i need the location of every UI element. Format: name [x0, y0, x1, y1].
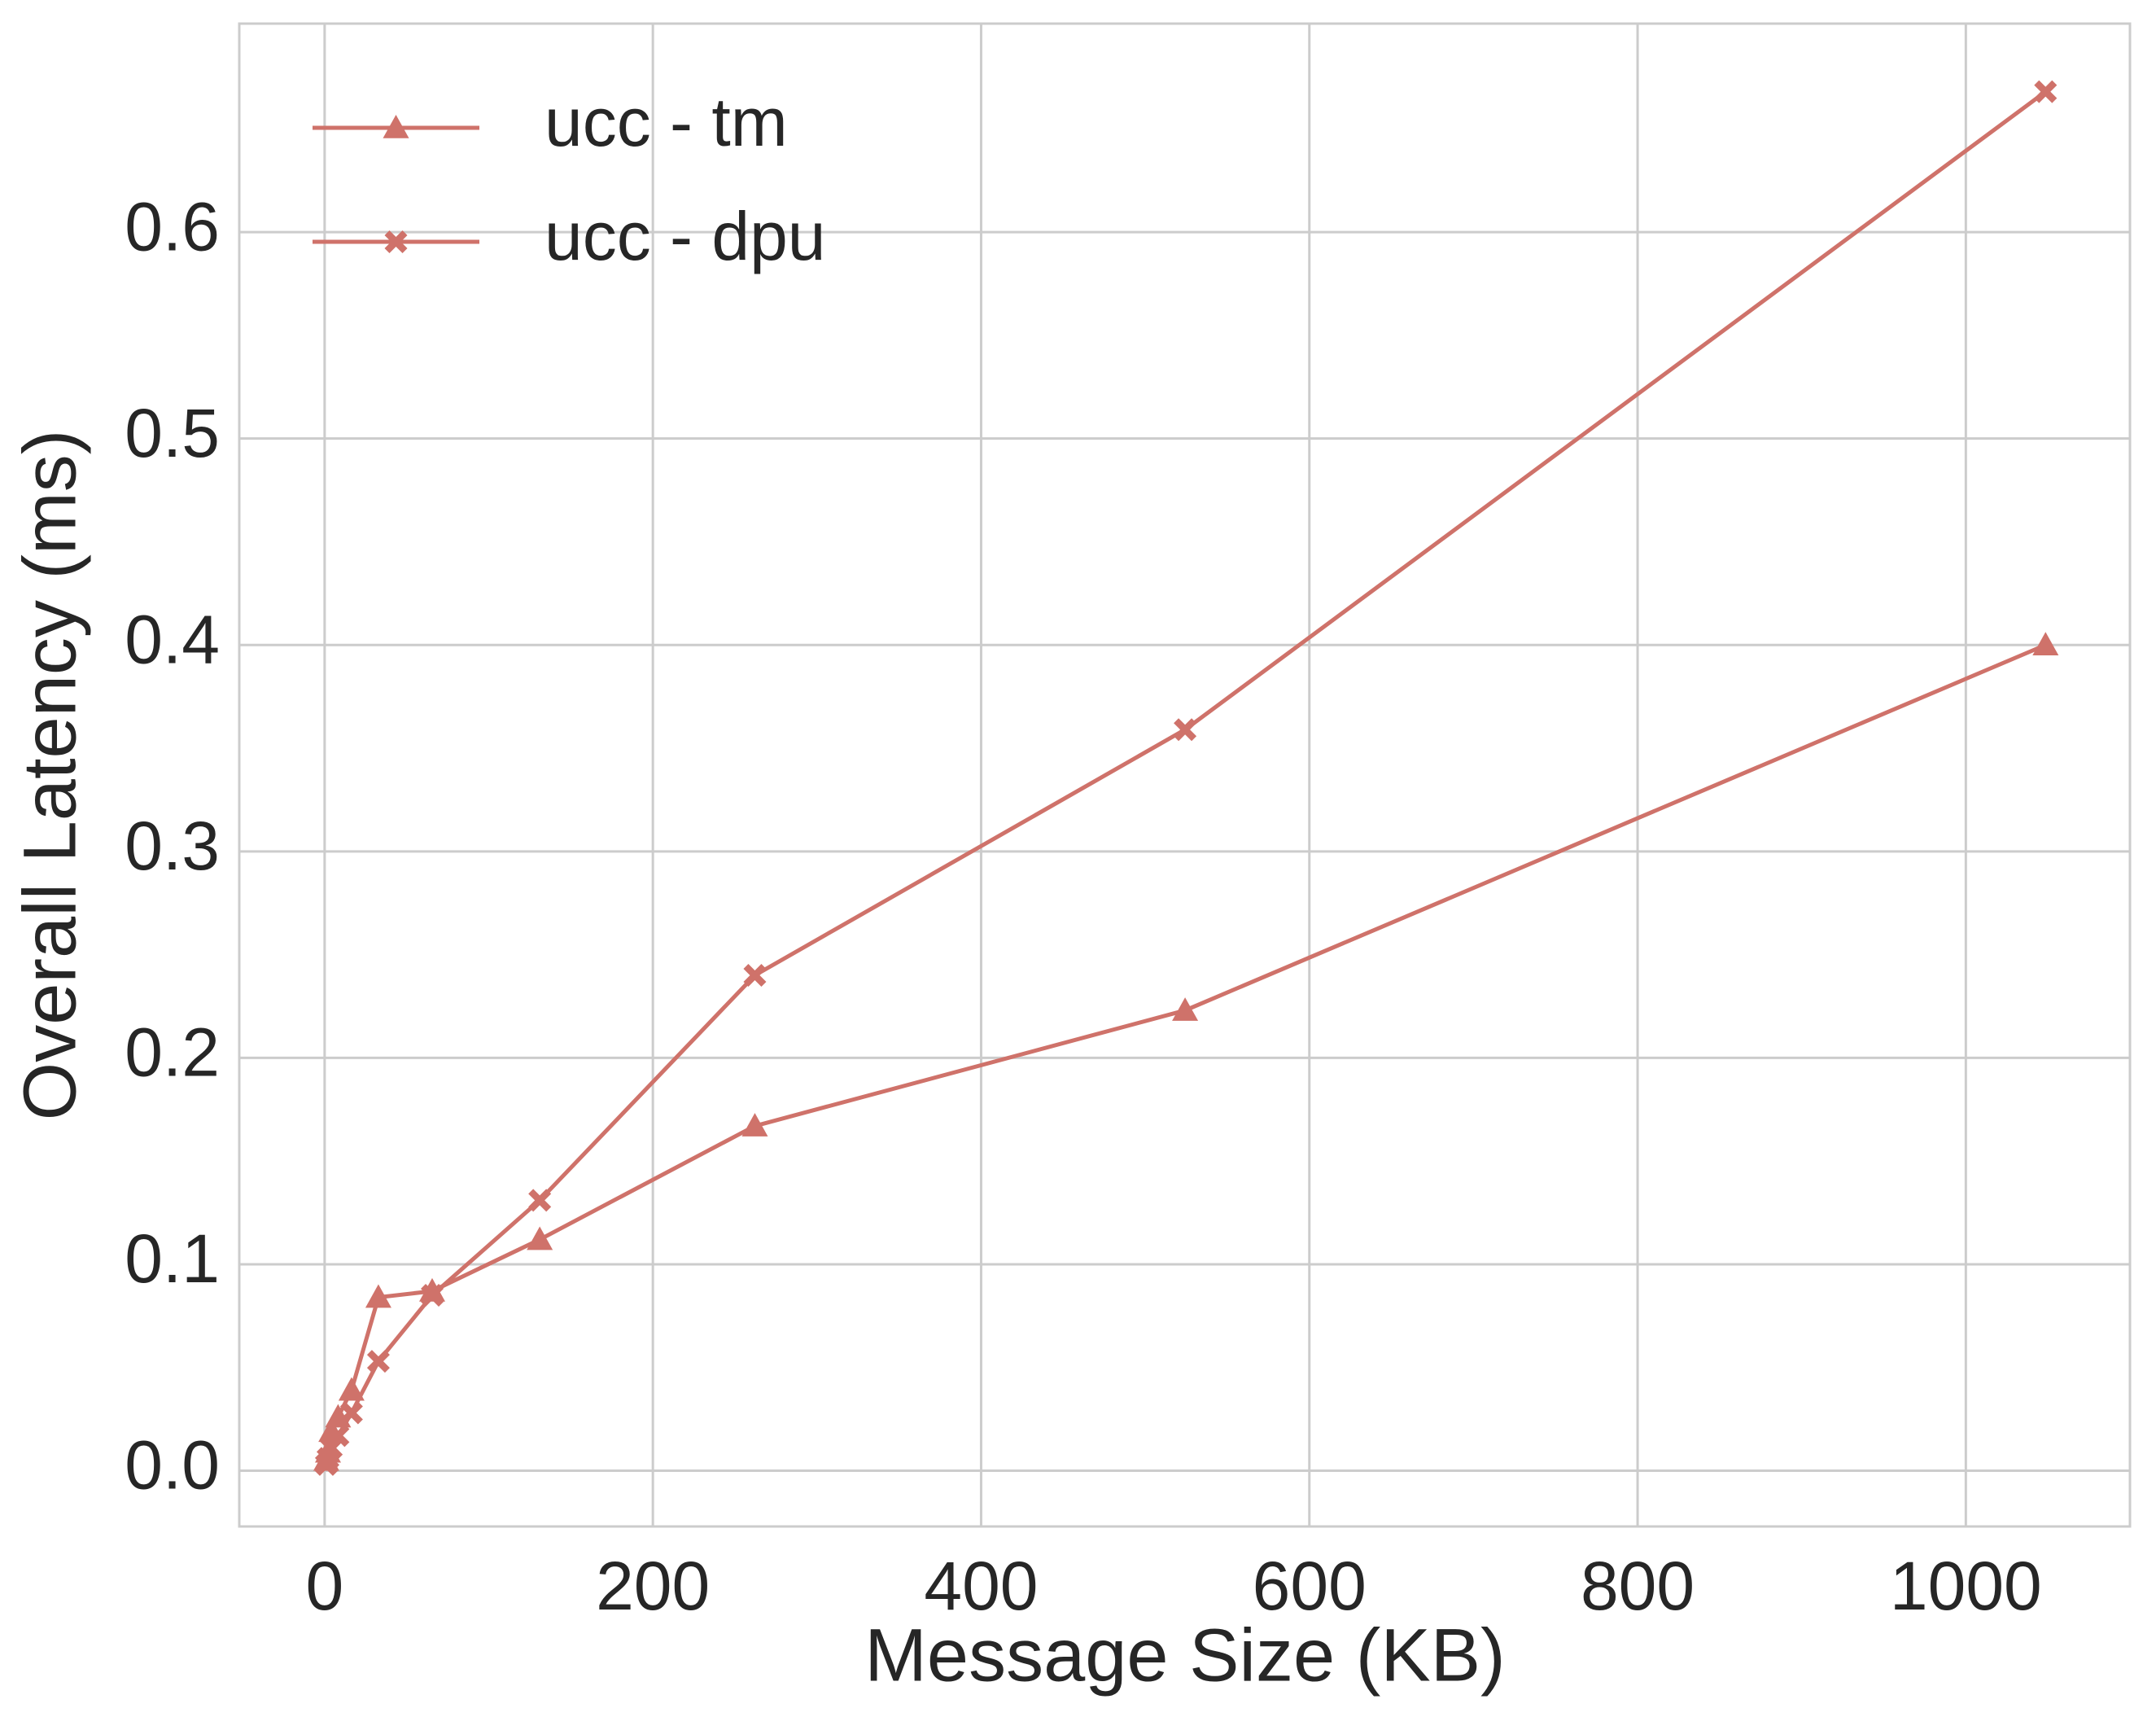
- data-point: [1172, 997, 1199, 1021]
- data-point: [2034, 80, 2058, 103]
- x-tick-label: 600: [1253, 1548, 1367, 1624]
- legend-marker: [383, 115, 409, 138]
- data-point: [320, 1436, 343, 1460]
- y-tick-label: 0.3: [125, 808, 220, 884]
- legend-label: ucc - tm: [544, 84, 788, 160]
- data-point: [743, 963, 767, 987]
- legend-label: ucc - dpu: [544, 198, 826, 274]
- legend-marker: [384, 230, 408, 253]
- y-axis-label: Overall Latency (ms): [8, 430, 91, 1121]
- data-point: [338, 1377, 365, 1401]
- data-point: [1174, 718, 1197, 742]
- y-tick-label: 0.6: [125, 188, 220, 265]
- data-point: [339, 1401, 363, 1425]
- x-tick-label: 1000: [1890, 1548, 2042, 1624]
- x-tick-label: 200: [596, 1548, 710, 1624]
- data-point: [2032, 632, 2059, 656]
- x-tick-label: 800: [1581, 1548, 1695, 1624]
- y-tick-label: 0.2: [125, 1014, 220, 1091]
- data-point: [326, 1424, 350, 1448]
- plot-frame: [238, 22, 2132, 1528]
- data-point: [421, 1284, 444, 1307]
- y-tick-label: 0.0: [125, 1427, 220, 1504]
- data-point: [366, 1350, 390, 1373]
- x-tick-label: 400: [924, 1548, 1038, 1624]
- y-tick-label: 0.5: [125, 395, 220, 471]
- data-point: [527, 1226, 553, 1250]
- data-point: [528, 1189, 552, 1212]
- x-axis-label: Message Size (KB): [864, 1614, 1505, 1697]
- data-point: [741, 1113, 768, 1137]
- data-point: [419, 1277, 446, 1302]
- x-tick-label: 0: [305, 1548, 343, 1624]
- y-tick-label: 0.4: [125, 601, 220, 677]
- y-tick-label: 0.1: [125, 1220, 220, 1297]
- data-point: [365, 1284, 391, 1308]
